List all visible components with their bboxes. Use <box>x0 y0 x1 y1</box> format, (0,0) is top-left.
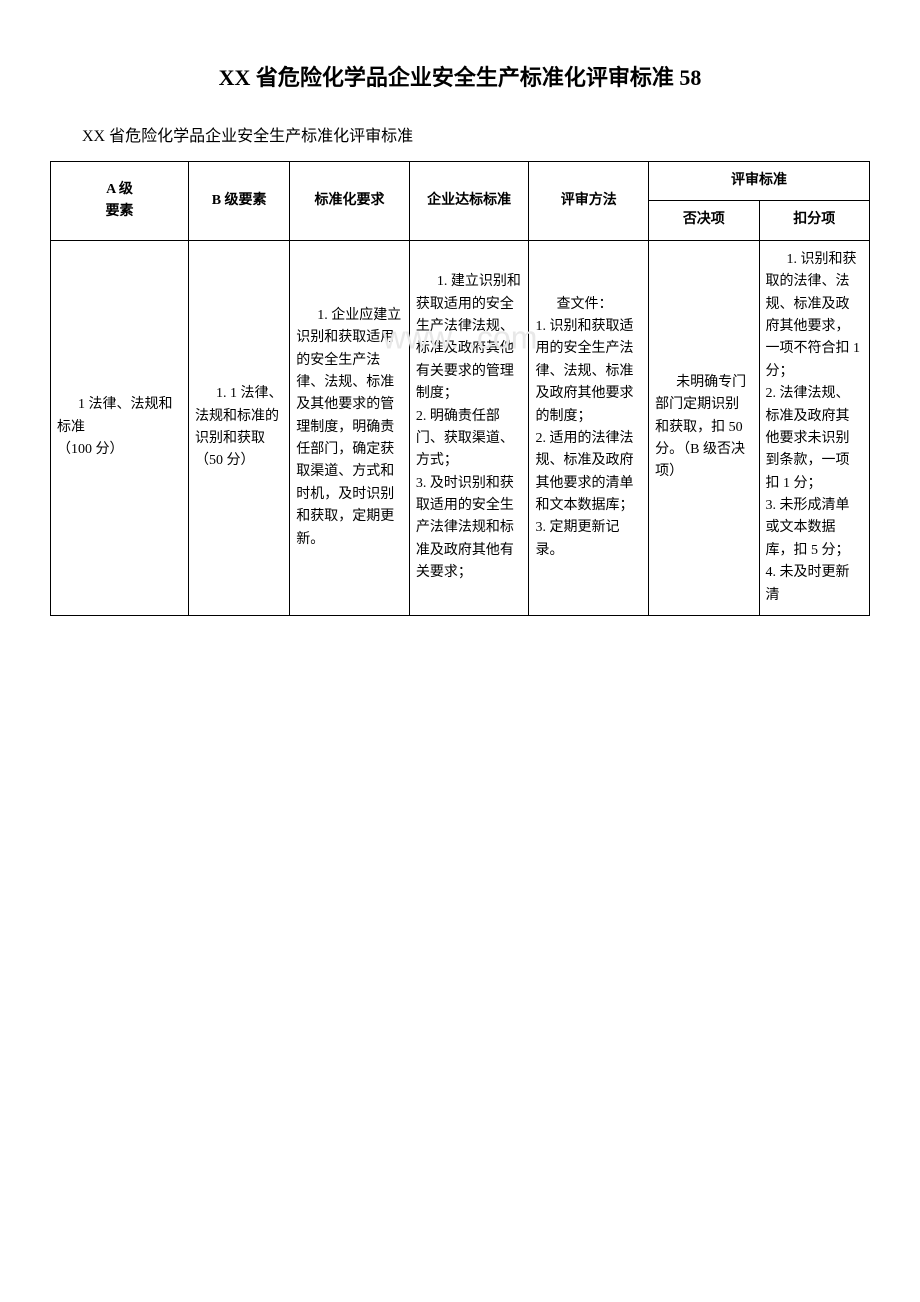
table-header-row-1: A 级要素 B 级要素 标准化要求 企业达标标准 评审方法 评审标准 <box>51 162 870 201</box>
cell-d: 1. 建立识别和获取适用的安全生产法律法规、标准及政府其他有关要求的管理制度；2… <box>409 240 529 615</box>
cell-g: 1. 识别和获取的法律、法规、标准及政府其他要求，一项不符合扣 1 分；2. 法… <box>759 240 869 615</box>
cell-a: 1 法律、法规和标准（100 分） <box>51 240 189 615</box>
header-c: 标准化要求 <box>290 162 410 241</box>
cell-f: 未明确专门部门定期识别和获取，扣 50 分。（B 级否决项） <box>649 240 759 615</box>
page-title: XX 省危险化学品企业安全生产标准化评审标准 58 <box>50 60 870 92</box>
header-e: 评审方法 <box>529 162 649 241</box>
header-eval: 评审标准 <box>649 162 870 201</box>
cell-c: 1. 企业应建立识别和获取适用的安全生产法律、法规、标准及其他要求的管理制度，明… <box>290 240 410 615</box>
cell-e: 查文件：1. 识别和获取适用的安全生产法律、法规、标准及政府其他要求的制度；2.… <box>529 240 649 615</box>
cell-b: 1. 1 法律、法规和标准的识别和获取（50 分） <box>189 240 290 615</box>
table-row: 1 法律、法规和标准（100 分） 1. 1 法律、法规和标准的识别和获取（50… <box>51 240 870 615</box>
header-g: 扣分项 <box>759 201 869 240</box>
header-f: 否决项 <box>649 201 759 240</box>
header-d: 企业达标标准 <box>409 162 529 241</box>
header-a: A 级要素 <box>51 162 189 241</box>
page-subtitle: XX 省危险化学品企业安全生产标准化评审标准 <box>50 122 870 146</box>
evaluation-table: A 级要素 B 级要素 标准化要求 企业达标标准 评审方法 评审标准 否决项 扣… <box>50 161 870 616</box>
header-b: B 级要素 <box>189 162 290 241</box>
